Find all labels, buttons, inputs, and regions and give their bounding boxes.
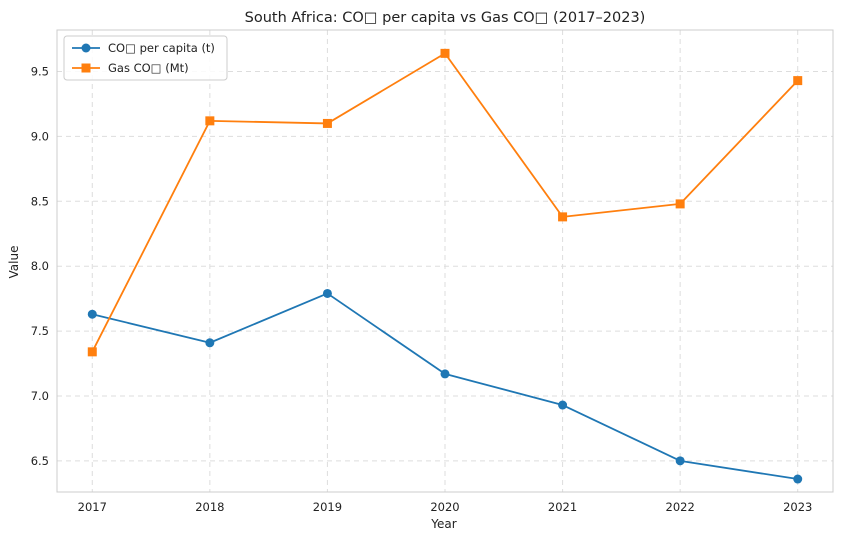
x-tick-label: 2017 [78,500,107,514]
x-tick-label: 2020 [430,500,459,514]
series-group [87,48,803,484]
series-1 [87,48,803,357]
data-point [87,309,97,319]
x-axis-label: Year [430,517,456,531]
y-tick-label: 8.5 [31,194,49,208]
legend: CO□ per capita (t) Gas CO□ (Mt) [63,35,228,81]
data-point [558,400,568,410]
data-point [440,48,450,58]
chart-title: South Africa: CO□ per capita vs Gas CO□ … [245,10,646,26]
data-point [675,456,685,466]
data-point [87,347,97,357]
y-tick-label: 6.5 [31,454,49,468]
x-tick-label: 2021 [548,500,577,514]
data-point [440,369,450,379]
y-tick-label: 9.0 [31,129,49,143]
data-point [322,288,332,298]
y-axis-ticks: 6.5 7.0 7.5 8.0 8.5 9.0 9.5 [31,65,49,468]
data-point [793,76,803,86]
data-point [675,199,685,209]
data-point [205,116,215,126]
y-tick-label: 7.0 [31,389,49,403]
series-0 [87,288,803,484]
x-tick-label: 2018 [195,500,224,514]
legend-label-gas-co2: Gas CO□ (Mt) [108,61,189,75]
data-point [322,118,332,128]
x-axis-ticks: 2017 2018 2019 2020 2021 2022 2023 [78,500,813,514]
x-tick-label: 2022 [666,500,695,514]
y-tick-label: 7.5 [31,324,49,338]
data-point [793,474,803,484]
y-tick-label: 9.5 [31,65,49,79]
x-tick-label: 2023 [783,500,812,514]
legend-marker-gas-co2 [81,63,91,73]
y-tick-label: 8.0 [31,259,49,273]
legend-marker-co2-per-capita [81,43,91,53]
data-point [558,212,568,222]
legend-box [63,35,228,81]
y-axis-label: Value [7,246,21,279]
x-tick-label: 2019 [313,500,342,514]
data-point [205,338,215,348]
plot-frame [56,29,834,493]
legend-label-co2-per-capita: CO□ per capita (t) [108,41,215,55]
